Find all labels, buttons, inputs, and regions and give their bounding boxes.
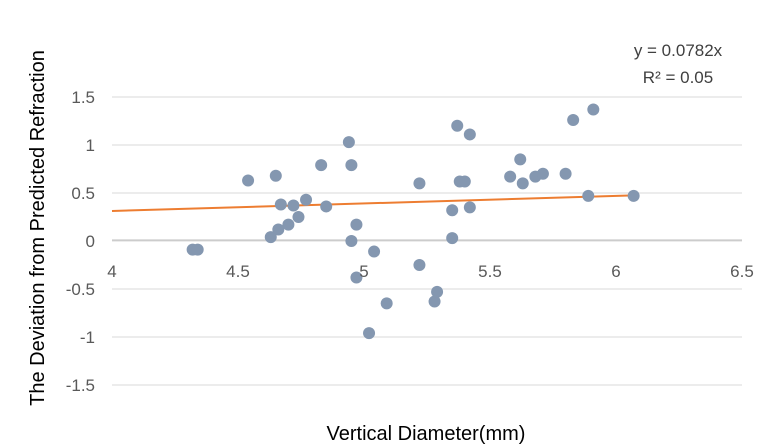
data-point <box>451 119 464 132</box>
data-point <box>536 167 549 180</box>
data-point <box>446 232 459 245</box>
data-point <box>463 201 476 214</box>
x-tick-labels: 4 4.5 5 5.5 6 6.5 <box>107 262 754 281</box>
data-point <box>559 167 572 180</box>
data-point <box>363 327 376 340</box>
data-point <box>413 259 426 271</box>
data-point <box>264 231 277 244</box>
y-axis-title: The Deviation from Predicted Refraction <box>27 50 49 406</box>
data-point <box>350 218 363 231</box>
data-point <box>350 271 363 284</box>
data-point <box>582 189 595 202</box>
data-point <box>504 170 517 183</box>
data-point <box>516 177 529 190</box>
data-point <box>446 204 459 217</box>
data-point <box>368 245 381 258</box>
data-points <box>186 103 640 340</box>
data-point <box>458 175 471 188</box>
data-point <box>292 211 305 223</box>
y-tick-label: 0.5 <box>71 184 95 203</box>
data-point <box>413 177 426 190</box>
trendline-equation: y = 0.0782x <box>634 41 723 60</box>
data-point <box>320 200 333 213</box>
data-point <box>345 235 358 247</box>
trendline-layer <box>111 194 634 212</box>
x-axis-title: Vertical Diameter(mm) <box>327 423 526 445</box>
data-point <box>315 159 328 172</box>
data-point <box>242 174 255 187</box>
data-point <box>191 243 204 256</box>
gridlines <box>112 96 742 386</box>
data-point <box>567 114 580 127</box>
data-point <box>342 136 355 149</box>
y-tick-label: 1.5 <box>71 88 95 107</box>
y-tick-label: -1 <box>80 328 95 347</box>
data-point <box>380 297 393 310</box>
x-tick-label: 4 <box>107 262 116 281</box>
y-tick-label: -0.5 <box>66 280 95 299</box>
y-tick-label: -1.5 <box>66 376 95 395</box>
y-tick-label: 0 <box>86 232 95 251</box>
data-point <box>300 193 313 206</box>
x-tick-label: 6.5 <box>730 262 754 281</box>
y-tick-label: 1 <box>86 136 95 155</box>
x-tick-label: 4.5 <box>226 262 250 281</box>
data-point <box>627 189 640 202</box>
data-point <box>514 153 527 166</box>
data-point <box>274 198 287 211</box>
data-point <box>345 159 358 172</box>
data-point <box>287 199 300 212</box>
data-point <box>269 169 282 182</box>
trendline-r-squared: R² = 0.05 <box>643 68 713 87</box>
data-point <box>587 103 600 116</box>
y-tick-labels: 1.5 1 0.5 0 -0.5 -1 -1.5 <box>66 88 95 395</box>
x-tick-label: 5 <box>359 262 368 281</box>
x-tick-label: 6 <box>611 262 620 281</box>
data-point <box>428 295 441 308</box>
data-point <box>431 285 444 298</box>
x-tick-label: 5.5 <box>478 262 502 281</box>
trendline <box>111 194 634 212</box>
data-point <box>272 223 285 236</box>
data-point <box>463 128 476 141</box>
data-point <box>282 218 295 231</box>
